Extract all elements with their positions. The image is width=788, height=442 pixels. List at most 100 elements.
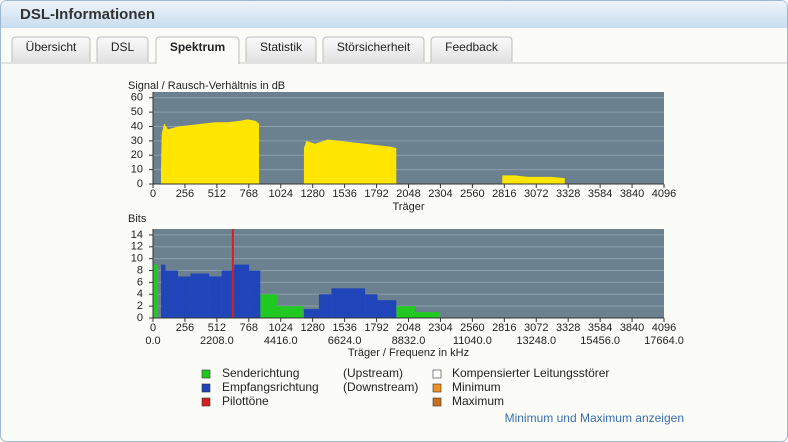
x-tick-label: 2560: [460, 322, 484, 334]
tabs: Übersicht DSL Spektrum Statistik Störsicherh…: [11, 36, 513, 64]
legend-swatch: [432, 369, 442, 379]
x-tick-label: 3072: [524, 322, 548, 334]
y-tick-label: 10: [131, 164, 143, 176]
x-tick-label: 3840: [620, 322, 644, 334]
x-tick-label: 2048: [396, 322, 420, 334]
show-min-max-link[interactable]: Minimum und Maximum anzeigen: [505, 411, 684, 425]
y-tick-label: 10: [131, 253, 143, 265]
x-tick-label: 1024: [269, 322, 293, 334]
x-tick-label: 4096: [652, 188, 676, 200]
x-tick-label: 2048: [396, 188, 420, 200]
tab-label[interactable]: Statistik: [260, 40, 303, 54]
legend-swatch: [201, 383, 211, 393]
legend: Senderichtung (Upstream) Empfangsrichtung (…: [201, 366, 609, 408]
y-tick-label: 60: [131, 92, 143, 104]
bits-step: [396, 306, 415, 318]
header-bar: [1, 1, 787, 28]
legend-direction: (Downstream): [343, 380, 418, 394]
bits-step: [318, 294, 332, 318]
chart-title: Signal / Rausch-Verhältnis in dB: [128, 80, 285, 92]
x-tick-label: 768: [240, 322, 258, 334]
legend-label: Senderichtung: [222, 366, 299, 380]
y-tick-label: 4: [137, 288, 143, 300]
x-axis-label: Träger: [393, 201, 425, 213]
x-tick-label: 2560: [460, 188, 484, 200]
tab-label[interactable]: Spektrum: [170, 40, 225, 54]
y-tick-label: 0: [137, 178, 143, 190]
bits-step: [234, 264, 250, 318]
x-tick-label: 3328: [556, 188, 580, 200]
frequency-tick-label: 4416.0: [264, 335, 298, 347]
bits-step: [377, 300, 397, 318]
x-tick-label: 2816: [492, 188, 516, 200]
x-tick-label: 3840: [620, 188, 644, 200]
bits-step: [165, 270, 178, 318]
y-tick-label: 14: [131, 229, 143, 241]
frequency-tick-label: 0.0: [145, 335, 160, 347]
y-tick-label: 6: [137, 276, 143, 288]
tab[interactable]: [322, 36, 425, 62]
legend-label: Minimum: [452, 380, 501, 394]
charts: Signal / Rausch-Verhältnis in dB 0 10 20 30 4…: [128, 80, 684, 359]
frequency-tick-label: 2208.0: [200, 335, 234, 347]
bits-step: [177, 276, 191, 318]
bits-step: [331, 288, 366, 318]
series-group: [153, 229, 440, 318]
x-tick-label: 3584: [588, 188, 612, 200]
y-tick-label: 20: [131, 149, 143, 161]
x-tick-label: 1024: [269, 188, 293, 200]
snr-area: [160, 119, 260, 184]
bits-step: [414, 312, 440, 318]
bits-step: [303, 309, 319, 318]
y-tick-label: 8: [137, 264, 143, 276]
tab-label[interactable]: Störsicherheit: [337, 40, 411, 54]
frequency-tick-label: 11040.0: [453, 335, 492, 347]
y-tick-label: 30: [131, 135, 143, 147]
series-group: [160, 119, 565, 184]
x-axis-label: Träger / Frequenz in kHz: [348, 347, 469, 359]
x-tick-label: 2304: [428, 188, 452, 200]
x-tick-label: 2816: [492, 322, 516, 334]
x-tick-label: 2304: [428, 322, 452, 334]
x-tick-label: 256: [176, 188, 194, 200]
x-tick-label: 1536: [332, 188, 356, 200]
y-tick-label: 0: [137, 312, 143, 324]
tab[interactable]: [11, 36, 91, 62]
frequency-tick-label: 6624.0: [328, 335, 362, 347]
legend-label: Empfangsrichtung: [222, 380, 319, 394]
legend-swatch: [201, 397, 211, 407]
bits-step: [249, 270, 261, 318]
legend-label: Kompensierter Leitungsstörer: [452, 366, 609, 380]
frequency-tick-label: 13248.0: [516, 335, 556, 347]
bits-step: [221, 270, 235, 318]
legend-direction: (Upstream): [343, 366, 403, 380]
frequency-tick-label: 8832.0: [392, 335, 426, 347]
x-tick-label: 0: [150, 188, 156, 200]
tab-label[interactable]: DSL: [111, 40, 135, 54]
y-tick-label: 50: [131, 106, 143, 118]
tab[interactable]: [155, 36, 240, 64]
tab-label[interactable]: Übersicht: [26, 40, 77, 54]
x-tick-label: 1792: [364, 322, 388, 334]
y-tick-label: 12: [131, 241, 143, 253]
x-tick-label: 1536: [332, 322, 356, 334]
x-tick-label: 512: [208, 322, 226, 334]
bits-step: [277, 306, 303, 318]
tab[interactable]: [96, 36, 149, 62]
frequency-tick-label: 15456.0: [580, 335, 620, 347]
tab-label[interactable]: Feedback: [445, 40, 499, 54]
x-tick-label: 1280: [300, 322, 324, 334]
x-tick-label: 1792: [364, 188, 388, 200]
bits-step: [209, 276, 222, 318]
tab[interactable]: [245, 36, 317, 62]
bits-step: [153, 264, 158, 318]
legend-label: Pilottöne: [222, 394, 269, 408]
legend-swatch: [432, 383, 442, 393]
legend-label: Maximum: [452, 394, 504, 408]
x-tick-label: 4096: [652, 322, 676, 334]
tab[interactable]: [430, 36, 513, 62]
x-tick-label: 3072: [524, 188, 548, 200]
bits-step: [160, 264, 166, 318]
x-tick-label: 1280: [300, 188, 324, 200]
